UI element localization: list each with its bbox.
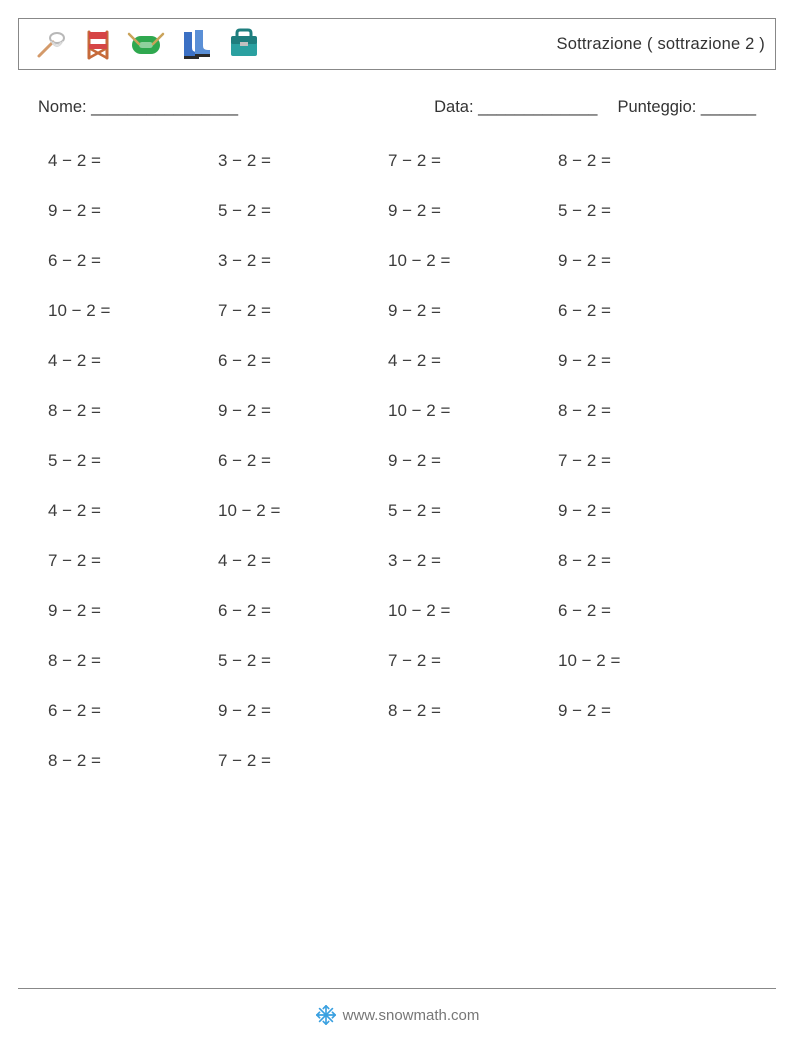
problem-row: 8 − 2 =7 − 2 = bbox=[48, 751, 764, 771]
problem-cell: 8 − 2 = bbox=[558, 151, 728, 171]
brand: www.snowmath.com bbox=[315, 1004, 480, 1026]
problem-cell: 3 − 2 = bbox=[218, 151, 388, 171]
problem-cell: 4 − 2 = bbox=[388, 351, 558, 371]
problem-cell: 8 − 2 = bbox=[558, 551, 728, 571]
problem-cell: 5 − 2 = bbox=[218, 201, 388, 221]
problem-cell: 9 − 2 = bbox=[388, 301, 558, 321]
problem-cell: 10 − 2 = bbox=[558, 651, 728, 671]
problem-cell: 5 − 2 = bbox=[48, 451, 218, 471]
problems-grid: 4 − 2 =3 − 2 =7 − 2 =8 − 2 =9 − 2 =5 − 2… bbox=[18, 151, 776, 771]
problem-cell: 9 − 2 = bbox=[558, 351, 728, 371]
problem-row: 4 − 2 =6 − 2 =4 − 2 =9 − 2 = bbox=[48, 351, 764, 371]
problem-cell: 8 − 2 = bbox=[48, 651, 218, 671]
problem-row: 8 − 2 =5 − 2 =7 − 2 =10 − 2 = bbox=[48, 651, 764, 671]
problem-cell: 9 − 2 = bbox=[218, 701, 388, 721]
problem-cell: 6 − 2 = bbox=[218, 601, 388, 621]
problem-row: 7 − 2 =4 − 2 =3 − 2 =8 − 2 = bbox=[48, 551, 764, 571]
problem-cell: 8 − 2 = bbox=[48, 401, 218, 421]
problem-cell: 6 − 2 = bbox=[218, 351, 388, 371]
date-field: Data: _____________ bbox=[434, 98, 597, 117]
net-icon bbox=[33, 26, 69, 62]
problem-row: 6 − 2 =3 − 2 =10 − 2 =9 − 2 = bbox=[48, 251, 764, 271]
problem-cell: 3 − 2 = bbox=[388, 551, 558, 571]
header-box: Sottrazione ( sottrazione 2 ) bbox=[18, 18, 776, 70]
footer: www.snowmath.com bbox=[0, 1004, 794, 1031]
problem-cell: 8 − 2 = bbox=[48, 751, 218, 771]
problem-row: 9 − 2 =5 − 2 =9 − 2 =5 − 2 = bbox=[48, 201, 764, 221]
brand-text: www.snowmath.com bbox=[343, 1007, 480, 1024]
problem-cell: 5 − 2 = bbox=[388, 501, 558, 521]
problem-cell: 6 − 2 = bbox=[48, 701, 218, 721]
problem-cell: 9 − 2 = bbox=[218, 401, 388, 421]
problem-row: 4 − 2 =10 − 2 =5 − 2 =9 − 2 = bbox=[48, 501, 764, 521]
problem-cell: 7 − 2 = bbox=[388, 151, 558, 171]
snowflake-icon bbox=[315, 1004, 337, 1026]
problem-cell: 4 − 2 = bbox=[48, 151, 218, 171]
problem-cell: 7 − 2 = bbox=[218, 301, 388, 321]
raft-icon bbox=[127, 26, 165, 62]
problem-cell: 7 − 2 = bbox=[48, 551, 218, 571]
meta-row: Nome: ________________ Data: ___________… bbox=[18, 98, 776, 117]
boots-icon bbox=[177, 26, 213, 62]
problem-cell: 5 − 2 = bbox=[558, 201, 728, 221]
problem-cell: 4 − 2 = bbox=[48, 501, 218, 521]
problem-cell bbox=[558, 751, 728, 771]
problem-cell: 10 − 2 = bbox=[388, 601, 558, 621]
problem-cell: 8 − 2 = bbox=[388, 701, 558, 721]
problem-cell: 9 − 2 = bbox=[558, 701, 728, 721]
worksheet-title: Sottrazione ( sottrazione 2 ) bbox=[557, 35, 765, 54]
problem-cell: 9 − 2 = bbox=[388, 201, 558, 221]
problem-cell: 10 − 2 = bbox=[388, 401, 558, 421]
problem-cell: 3 − 2 = bbox=[218, 251, 388, 271]
problem-cell: 9 − 2 = bbox=[558, 501, 728, 521]
problem-cell: 10 − 2 = bbox=[388, 251, 558, 271]
score-field: Punteggio: ______ bbox=[617, 98, 756, 117]
problem-cell: 9 − 2 = bbox=[558, 251, 728, 271]
problem-row: 4 − 2 =3 − 2 =7 − 2 =8 − 2 = bbox=[48, 151, 764, 171]
problem-cell: 6 − 2 = bbox=[48, 251, 218, 271]
worksheet-page: Sottrazione ( sottrazione 2 ) Nome: ____… bbox=[0, 0, 794, 1053]
name-field: Nome: ________________ bbox=[38, 98, 434, 117]
problem-cell: 9 − 2 = bbox=[48, 601, 218, 621]
problem-cell: 5 − 2 = bbox=[218, 651, 388, 671]
toolbox-icon bbox=[225, 26, 263, 62]
problem-cell: 6 − 2 = bbox=[558, 301, 728, 321]
problem-cell: 4 − 2 = bbox=[48, 351, 218, 371]
problem-cell: 4 − 2 = bbox=[218, 551, 388, 571]
problem-cell: 8 − 2 = bbox=[558, 401, 728, 421]
problem-row: 8 − 2 =9 − 2 =10 − 2 =8 − 2 = bbox=[48, 401, 764, 421]
header-icon-row bbox=[33, 26, 263, 62]
problem-cell: 9 − 2 = bbox=[48, 201, 218, 221]
problem-row: 6 − 2 =9 − 2 =8 − 2 =9 − 2 = bbox=[48, 701, 764, 721]
problem-cell: 10 − 2 = bbox=[48, 301, 218, 321]
problem-cell: 10 − 2 = bbox=[218, 501, 388, 521]
problem-cell: 9 − 2 = bbox=[388, 451, 558, 471]
problem-row: 9 − 2 =6 − 2 =10 − 2 =6 − 2 = bbox=[48, 601, 764, 621]
problem-cell: 7 − 2 = bbox=[558, 451, 728, 471]
problem-cell bbox=[388, 751, 558, 771]
problem-row: 10 − 2 =7 − 2 =9 − 2 =6 − 2 = bbox=[48, 301, 764, 321]
problem-row: 5 − 2 =6 − 2 =9 − 2 =7 − 2 = bbox=[48, 451, 764, 471]
problem-cell: 7 − 2 = bbox=[218, 751, 388, 771]
problem-cell: 6 − 2 = bbox=[218, 451, 388, 471]
problem-cell: 7 − 2 = bbox=[388, 651, 558, 671]
problem-cell: 6 − 2 = bbox=[558, 601, 728, 621]
footer-divider bbox=[18, 988, 776, 989]
chair-icon bbox=[81, 26, 115, 62]
